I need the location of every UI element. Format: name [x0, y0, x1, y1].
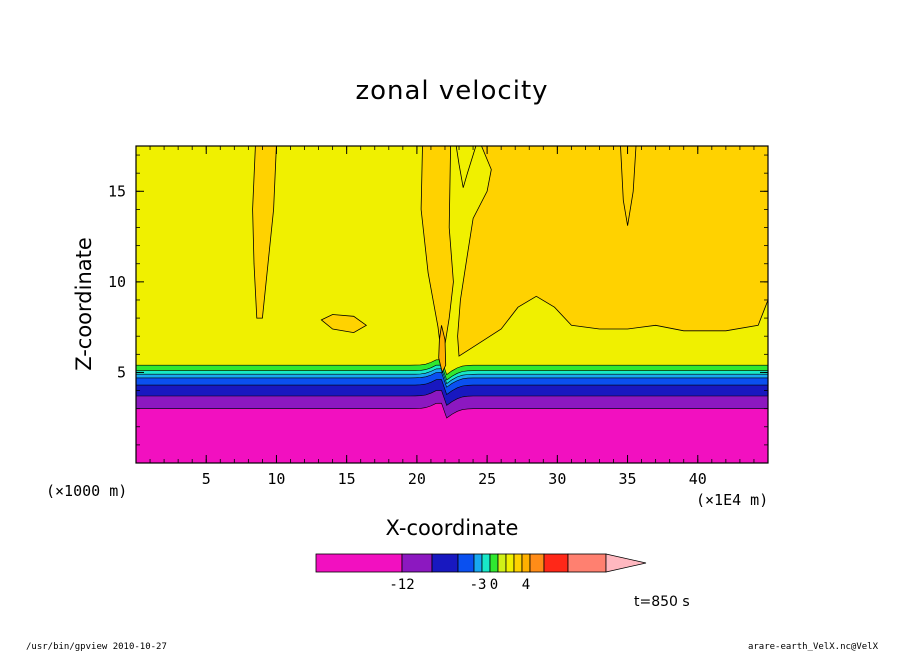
chart-title: zonal velocity [355, 76, 549, 106]
x-axis-label: X-coordinate [385, 516, 519, 540]
contour-region [252, 145, 277, 319]
colorbar-cell [473, 553, 483, 573]
y-tick-label: 5 [117, 363, 126, 381]
time-label: t=850 s [634, 594, 690, 610]
x-tick-label: 10 [267, 470, 285, 488]
colorbar-cell [431, 553, 459, 573]
x-tick-label: 35 [619, 470, 637, 488]
contour-band [135, 402, 769, 464]
footer-left: /usr/bin/gpview 2010-10-27 [26, 642, 167, 652]
x-tick-label: 15 [338, 470, 356, 488]
contour-region [320, 314, 368, 334]
colorbar-label: 0 [490, 577, 498, 593]
contour-region [438, 325, 447, 374]
colorbar-arrow [605, 553, 647, 573]
colorbar-label: 4 [522, 577, 530, 593]
x-tick-label: 25 [478, 470, 496, 488]
colorbar-cell [489, 553, 499, 573]
x-tick-label: 5 [202, 470, 211, 488]
colorbar-cell [315, 553, 403, 573]
y-axis-label: Z-coordinate [72, 237, 96, 371]
x-unit-label: (×1000 m) [46, 482, 128, 500]
colorbar-cell [529, 553, 545, 573]
x-tick-label: 30 [548, 470, 566, 488]
contour-region [457, 145, 769, 357]
colorbar-cell [505, 553, 515, 573]
colorbar-label: -12 [389, 577, 414, 593]
colorbar-cell [457, 553, 475, 573]
colorbar-cell [567, 553, 607, 573]
x-tick-label: 20 [408, 470, 426, 488]
colorbar-cell [521, 553, 531, 573]
colorbar-cell [481, 553, 491, 573]
x-scale-note: (×1E4 m) [696, 491, 769, 509]
y-tick-label: 10 [108, 273, 126, 291]
contour-region [420, 145, 454, 362]
y-tick-label: 15 [108, 182, 126, 200]
colorbar-cell [401, 553, 433, 573]
colorbar-cell [513, 553, 523, 573]
colorbar-cell [543, 553, 569, 573]
footer-right: arare-earth_VelX.nc@VelX [747, 642, 878, 652]
colorbar-label: -3 [470, 577, 487, 593]
x-tick-label: 40 [689, 470, 707, 488]
colorbar-cell [497, 553, 507, 573]
plot-frame [135, 145, 769, 464]
